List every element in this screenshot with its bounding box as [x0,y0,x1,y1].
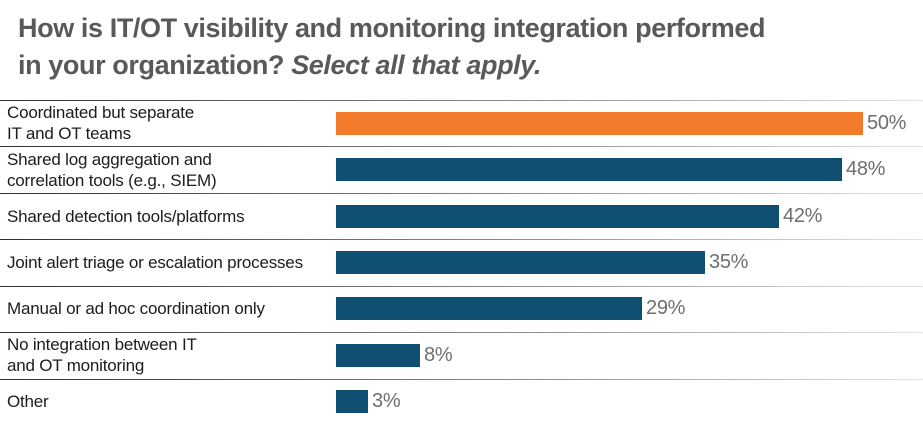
bar-cell: 35% [336,239,923,285]
bar-cell: 29% [336,286,923,332]
category-label: Coordinated but separate IT and OT teams [7,103,195,144]
value-label: 8% [424,343,453,366]
value-label: 42% [783,204,823,227]
value-bar [336,390,368,414]
value-bar [336,204,779,228]
chart-row: Manual or ad hoc coordination only 29% [0,285,923,332]
chart-row: Coordinated but separate IT and OT teams … [0,100,923,146]
bar-cell: 48% [336,146,923,192]
category-label: Shared log aggregation and correlation to… [7,149,217,190]
chart-row: No integration between IT and OT monitori… [0,332,923,378]
value-label: 50% [867,111,907,134]
bar-cell: 8% [336,332,923,378]
value-label: 35% [709,250,749,273]
chart-row: Other 3% [0,378,923,425]
category-label: Other [7,392,49,412]
chart-title: How is IT/OT visibility and monitoring i… [18,10,765,84]
value-bar [336,158,842,182]
category-label: No integration between IT and OT monitori… [7,335,197,376]
value-bar [336,343,420,367]
chart-row: Shared detection tools/platforms 42% [0,192,923,239]
value-label: 48% [846,158,886,181]
bar-rows: Coordinated but separate IT and OT teams … [0,100,923,425]
category-label: Joint alert triage or escalation process… [7,252,303,272]
title-line2: in your organization? [18,50,292,80]
title-line2-italic: Select all that apply. [291,50,541,80]
category-label: Shared detection tools/platforms [7,206,245,226]
value-bar [336,297,642,321]
bar-cell: 42% [336,193,923,239]
chart-row: Shared log aggregation and correlation to… [0,146,923,192]
value-bar [336,250,705,274]
chart-row: Joint alert triage or escalation process… [0,239,923,285]
value-label: 3% [372,390,401,413]
bar-cell: 3% [336,379,923,425]
category-label: Manual or ad hoc coordination only [7,299,265,319]
value-label: 29% [646,297,686,320]
title-line1: How is IT/OT visibility and monitoring i… [18,13,766,43]
value-bar [336,111,863,135]
bar-cell: 50% [336,100,923,146]
